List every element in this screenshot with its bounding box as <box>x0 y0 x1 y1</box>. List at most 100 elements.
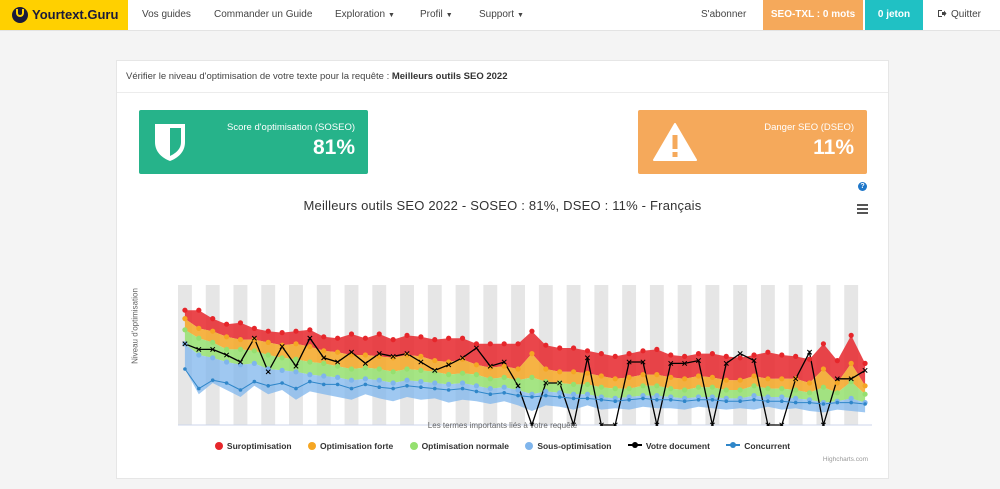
jeton-button[interactable]: 0 jeton <box>865 0 923 30</box>
point-marker[interactable] <box>584 355 591 361</box>
point-marker[interactable] <box>280 381 284 385</box>
point-marker[interactable] <box>390 355 396 361</box>
menu-icon[interactable] <box>857 204 868 216</box>
point-marker[interactable] <box>488 392 493 396</box>
point-marker[interactable] <box>473 345 479 351</box>
point-marker[interactable] <box>376 377 382 383</box>
point-marker[interactable] <box>640 348 646 354</box>
point-marker[interactable] <box>224 352 230 358</box>
point-marker[interactable] <box>751 383 757 389</box>
point-marker[interactable] <box>279 330 285 336</box>
point-marker[interactable] <box>446 362 452 368</box>
point-marker[interactable] <box>432 337 438 343</box>
point-marker[interactable] <box>390 353 396 359</box>
point-marker[interactable] <box>862 391 868 397</box>
point-marker[interactable] <box>251 335 257 341</box>
point-marker[interactable] <box>418 379 424 385</box>
point-marker[interactable] <box>834 358 840 364</box>
point-marker[interactable] <box>265 352 271 358</box>
point-marker[interactable] <box>738 399 742 403</box>
point-marker[interactable] <box>390 380 396 386</box>
point-marker[interactable] <box>737 351 743 357</box>
point-marker[interactable] <box>376 351 382 357</box>
point-marker[interactable] <box>293 328 299 334</box>
point-marker[interactable] <box>321 373 327 379</box>
point-marker[interactable] <box>307 335 313 341</box>
legend-concurrent[interactable]: Concurrent <box>726 441 790 451</box>
point-marker[interactable] <box>695 351 702 357</box>
point-marker[interactable] <box>446 388 451 392</box>
point-marker[interactable] <box>737 377 743 383</box>
point-marker[interactable] <box>459 380 466 386</box>
point-marker[interactable] <box>307 327 313 333</box>
point-marker[interactable] <box>709 351 715 357</box>
point-marker[interactable] <box>459 356 466 362</box>
point-marker[interactable] <box>709 422 715 426</box>
point-marker[interactable] <box>765 394 771 400</box>
point-marker[interactable] <box>419 385 423 389</box>
quit-link[interactable]: Quitter <box>937 9 981 20</box>
point-marker[interactable] <box>585 396 590 401</box>
point-marker[interactable] <box>835 400 840 405</box>
point-marker[interactable] <box>654 393 660 399</box>
point-marker[interactable] <box>627 398 631 402</box>
point-marker[interactable] <box>266 384 271 388</box>
point-marker[interactable] <box>294 386 298 391</box>
point-marker[interactable] <box>363 382 368 387</box>
brand-logo[interactable]: Yourtext.Guru <box>0 0 128 30</box>
point-marker[interactable] <box>487 386 493 392</box>
point-marker[interactable] <box>668 352 674 358</box>
point-marker[interactable] <box>404 366 410 372</box>
point-marker[interactable] <box>251 360 257 366</box>
point-marker[interactable] <box>557 390 563 396</box>
point-marker[interactable] <box>223 321 230 327</box>
point-marker[interactable] <box>432 358 438 364</box>
point-marker[interactable] <box>265 328 271 334</box>
point-marker[interactable] <box>598 351 604 357</box>
point-marker[interactable] <box>820 384 827 390</box>
point-marker[interactable] <box>598 373 604 379</box>
point-marker[interactable] <box>626 394 632 400</box>
point-marker[interactable] <box>237 362 244 368</box>
point-marker[interactable] <box>335 382 340 387</box>
point-marker[interactable] <box>321 355 327 361</box>
point-marker[interactable] <box>530 395 534 399</box>
point-marker[interactable] <box>307 372 313 378</box>
point-marker[interactable] <box>765 376 771 382</box>
point-marker[interactable] <box>584 370 591 376</box>
point-marker[interactable] <box>695 358 702 364</box>
point-marker[interactable] <box>806 356 813 362</box>
point-marker[interactable] <box>460 386 465 391</box>
point-marker[interactable] <box>862 360 868 366</box>
point-marker[interactable] <box>766 399 770 403</box>
point-marker[interactable] <box>723 387 729 393</box>
point-marker[interactable] <box>709 384 715 390</box>
point-marker[interactable] <box>223 334 230 340</box>
point-marker[interactable] <box>849 400 853 405</box>
point-marker[interactable] <box>529 422 535 426</box>
nav-vos-guides[interactable]: Vos guides <box>142 9 191 20</box>
point-marker[interactable] <box>265 369 271 375</box>
point-marker[interactable] <box>584 391 591 397</box>
point-marker[interactable] <box>237 320 244 326</box>
point-marker[interactable] <box>626 374 632 380</box>
point-marker[interactable] <box>751 352 757 358</box>
nav-commander-guide[interactable]: Commander un Guide <box>214 9 313 20</box>
point-marker[interactable] <box>557 380 563 386</box>
point-marker[interactable] <box>682 376 688 382</box>
point-marker[interactable] <box>418 334 424 340</box>
point-marker[interactable] <box>793 395 799 401</box>
point-marker[interactable] <box>182 327 188 333</box>
point-marker[interactable] <box>529 374 535 380</box>
point-marker[interactable] <box>695 373 702 379</box>
point-marker[interactable] <box>682 395 688 401</box>
point-marker[interactable] <box>265 366 271 372</box>
point-marker[interactable] <box>557 395 562 399</box>
point-marker[interactable] <box>571 396 576 401</box>
point-marker[interactable] <box>279 344 285 350</box>
point-marker[interactable] <box>570 345 577 351</box>
point-marker[interactable] <box>820 366 827 372</box>
point-marker[interactable] <box>557 369 563 375</box>
point-marker[interactable] <box>752 398 756 402</box>
point-marker[interactable] <box>210 346 216 352</box>
